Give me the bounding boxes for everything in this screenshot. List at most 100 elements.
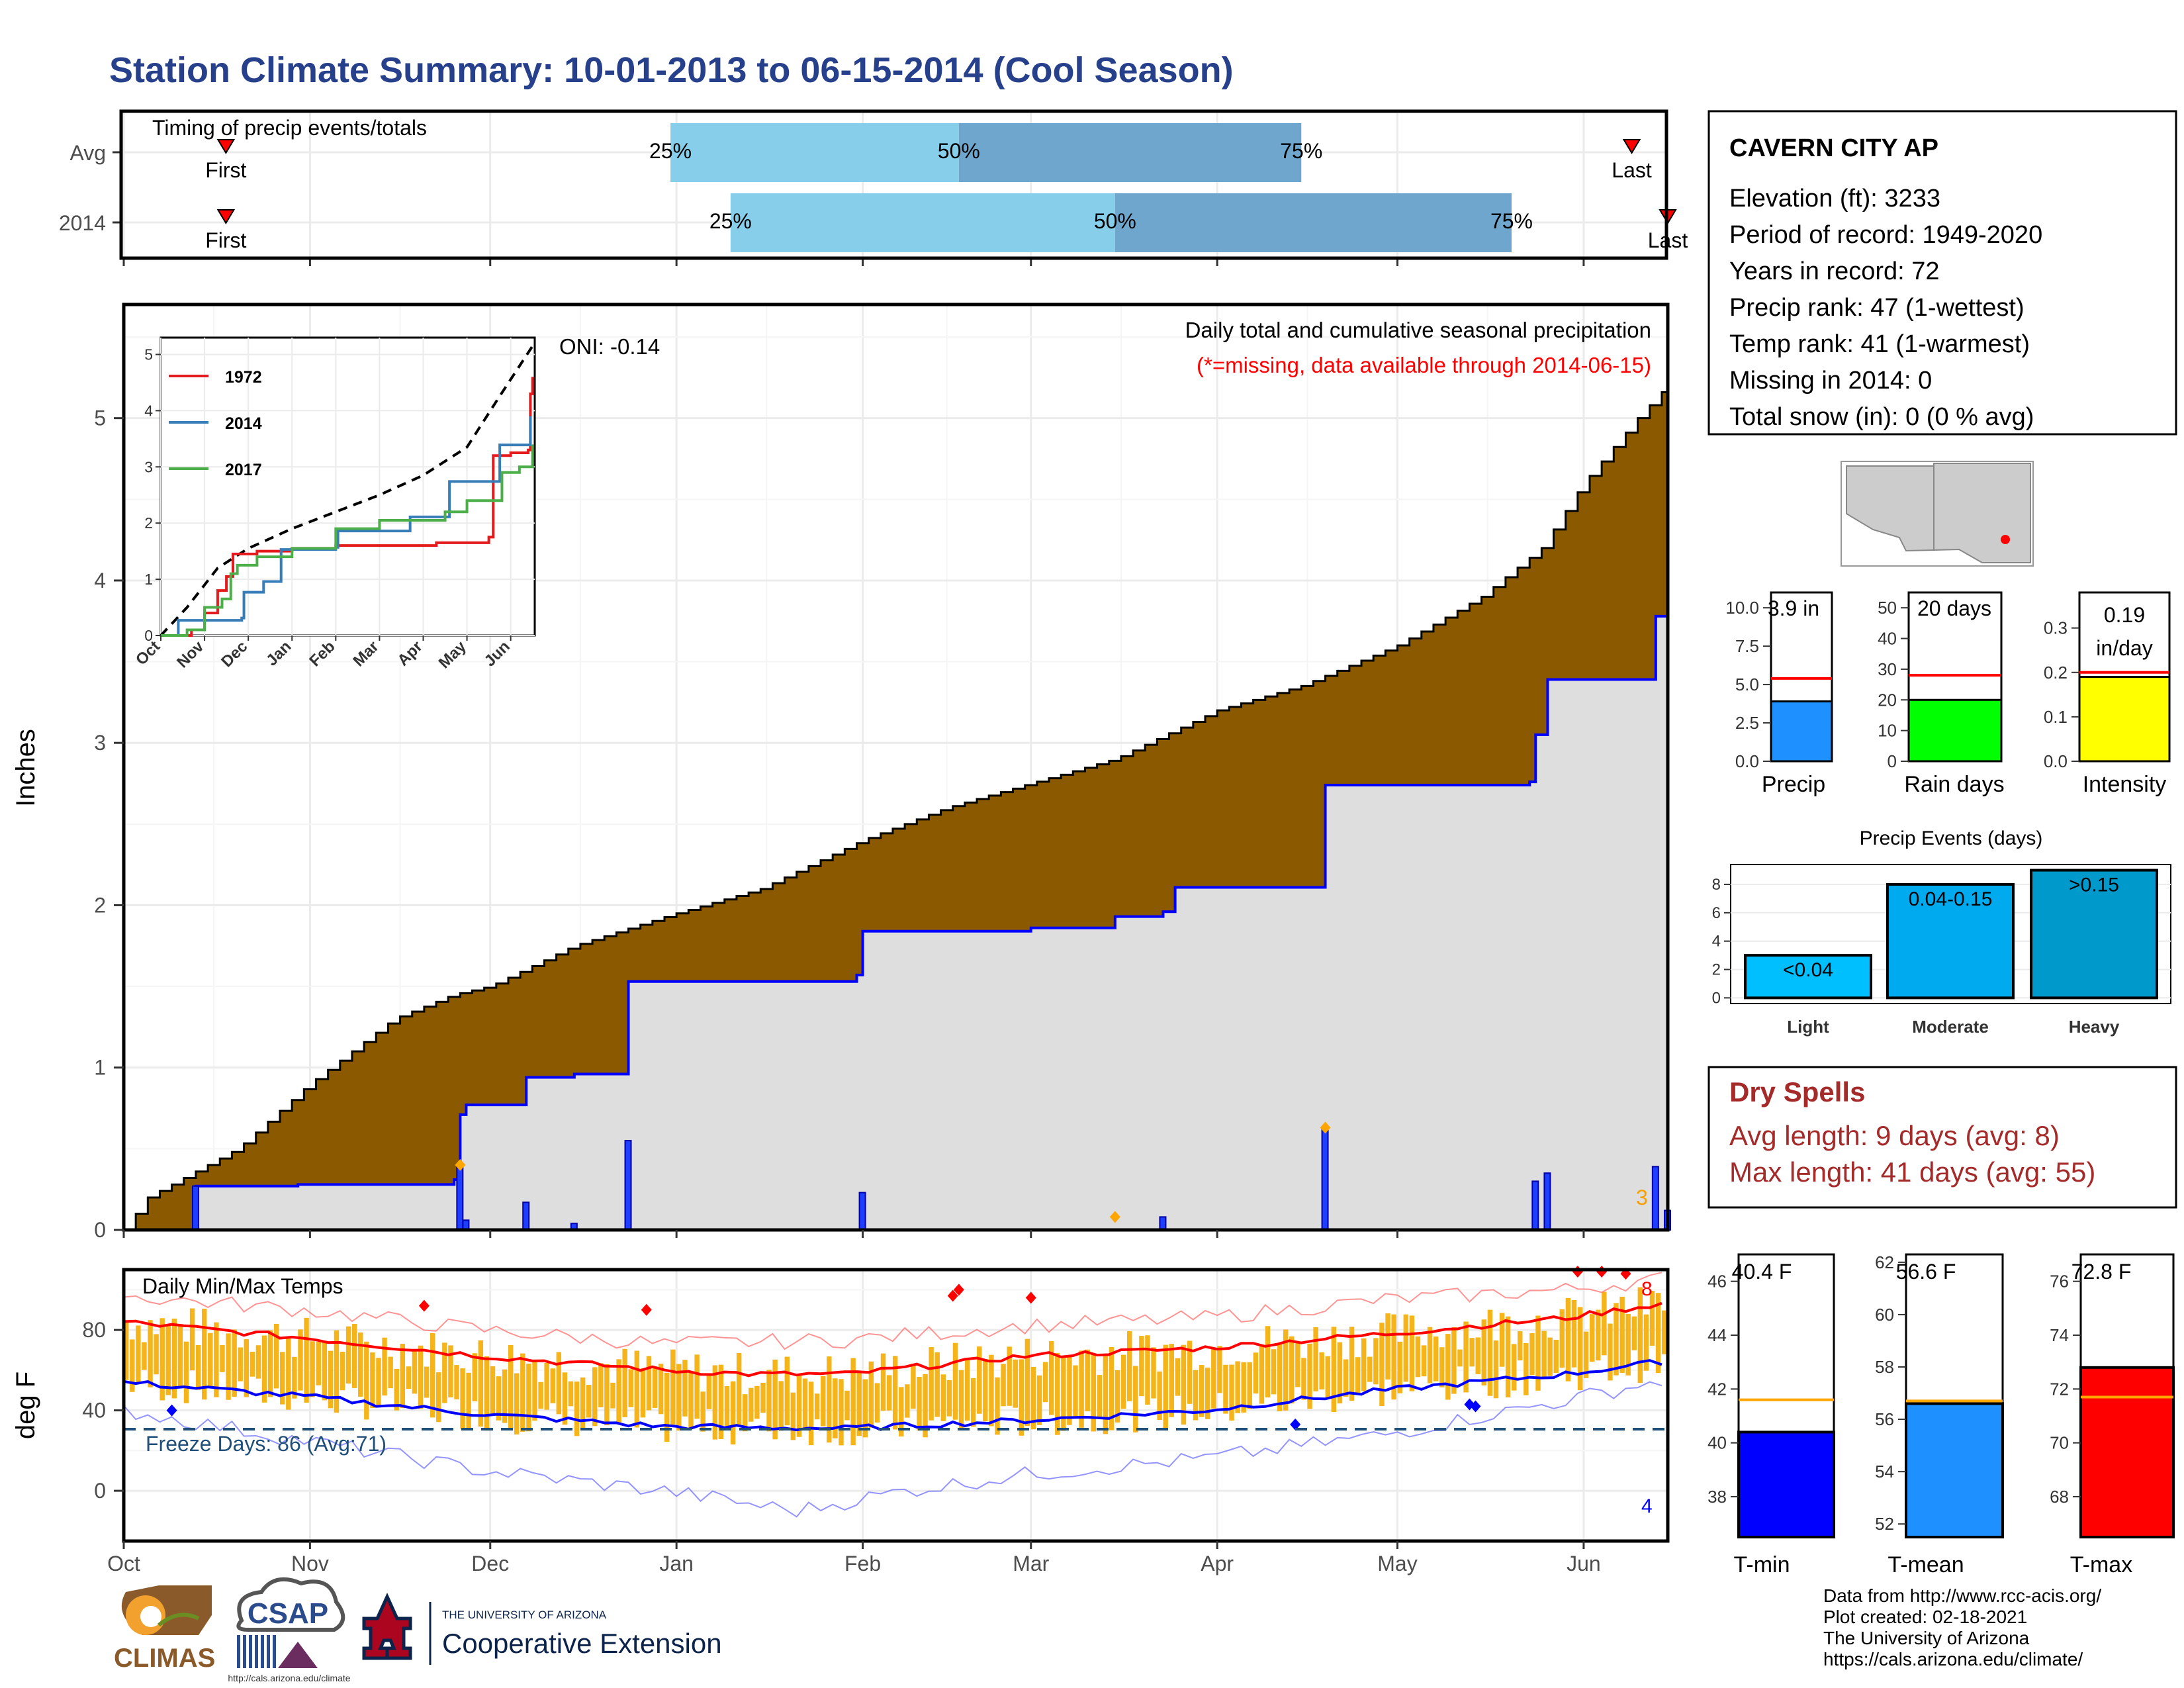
daily-temp-bar (1079, 1350, 1084, 1428)
daily-precip-bar (858, 1192, 866, 1231)
precip-total-value: 3.9 in (1768, 596, 1819, 620)
events-bar-label: 0.04-0.15 (1909, 888, 1993, 910)
daily-temp-bar (772, 1359, 778, 1440)
climas-logo-text: CLIMAS (114, 1644, 215, 1673)
daily-temp-bar (724, 1385, 730, 1427)
daily-temp-bar (616, 1359, 621, 1424)
daily-temp-bar (442, 1342, 447, 1403)
timing-bar-q2 (730, 193, 1115, 252)
daily-temp-bar (1583, 1331, 1589, 1378)
daily-temp-bar (1030, 1367, 1036, 1430)
last-event-marker (1622, 139, 1641, 154)
tmean-value: 56.6 F (1896, 1260, 1956, 1284)
daily-temp-bar (171, 1318, 177, 1399)
daily-temp-bar (670, 1349, 676, 1425)
inset-y-tick-label: 5 (144, 346, 153, 363)
daily-temp-bar (1331, 1327, 1337, 1413)
daily-temp-bar (964, 1359, 970, 1421)
csap-logo: CSAP http://cals.arizona.edu/climate (228, 1577, 351, 1683)
record-max-marker (947, 1289, 958, 1302)
temp-summary-bar (1905, 1402, 2004, 1538)
timing-pct-25: 25% (709, 209, 752, 233)
daily-temp-bar (460, 1368, 465, 1429)
daily-temp-bar (1001, 1364, 1006, 1407)
precip-summary-bar (1907, 698, 2003, 763)
daily-temp-bar (995, 1377, 1000, 1435)
daily-temp-bar (490, 1366, 496, 1415)
daily-temp-bar (658, 1364, 664, 1415)
daily-temp-bar (1211, 1347, 1216, 1409)
daily-temp-bar (1169, 1344, 1174, 1417)
daily-temp-bar (165, 1325, 171, 1395)
temp-summary-tick-label: 42 (1707, 1379, 1727, 1399)
daily-temp-bar (286, 1338, 291, 1410)
daily-temp-bar (310, 1341, 315, 1397)
daily-temp-bar (743, 1394, 748, 1432)
station-name: CAVERN CITY AP (1729, 134, 1938, 162)
daily-precip-bar (1543, 1172, 1551, 1231)
daily-temp-bar (989, 1354, 994, 1427)
daily-temp-bar (946, 1380, 952, 1417)
precip-summary-tick-label: 10 (1878, 721, 1897, 741)
station-temp-rank: Temp rank: 41 (1-warmest) (1729, 330, 2030, 358)
freeze-days: Freeze Days: 86 (Avg:71) (146, 1432, 387, 1456)
events-category: Moderate (1912, 1017, 1989, 1037)
daily-temp-bar (784, 1356, 790, 1426)
daily-temp-bar (1235, 1361, 1240, 1413)
daily-temp-bar (1343, 1359, 1349, 1397)
daily-temp-bar (195, 1345, 201, 1390)
temp-line-avg-min (123, 1359, 1662, 1432)
precip-summary-tick-label: 0 (1888, 751, 1897, 771)
daily-temp-bar (1073, 1365, 1078, 1417)
daily-temp-bar (1036, 1375, 1042, 1425)
rain-days-value: 20 days (1917, 596, 1991, 620)
temp-summary-bar (2079, 1366, 2175, 1539)
daily-temp-bar (1445, 1334, 1451, 1400)
daily-temp-bar (676, 1364, 682, 1431)
timing-pct-50: 50% (1094, 209, 1136, 233)
daily-temp-bar (273, 1323, 279, 1389)
intensity-value: 0.19 (2104, 603, 2145, 627)
daily-temp-bar (899, 1387, 904, 1437)
daily-temp-bar (1097, 1375, 1103, 1417)
daily-temp-bar (1661, 1310, 1667, 1354)
station-snow: Total snow (in): 0 (0 % avg) (1729, 403, 2034, 431)
record-max-marker (418, 1299, 430, 1312)
daily-temp-bar (496, 1376, 502, 1421)
first-event-marker (216, 209, 236, 224)
daily-temp-bar (1337, 1342, 1343, 1404)
precip-y-tick-label: 0 (94, 1218, 106, 1242)
timing-bar-q2 (670, 123, 959, 182)
daily-temp-bar (214, 1322, 219, 1397)
daily-temp-bar (1385, 1313, 1390, 1380)
daily-temp-bar (1145, 1335, 1150, 1405)
precip-y-tick-label: 1 (94, 1056, 106, 1080)
timing-pct-75: 75% (1280, 139, 1322, 163)
daily-temp-bar (1602, 1291, 1607, 1356)
daily-temp-bar (1391, 1314, 1396, 1400)
temp-summary-tick-label: 46 (1707, 1272, 1727, 1291)
events-category: Heavy (2069, 1017, 2120, 1037)
record-max-marker (953, 1284, 964, 1296)
daily-temp-bar (250, 1352, 255, 1377)
dry-spell-max: Max length: 41 days (avg: 55) (1729, 1156, 2095, 1188)
precip-summary-bar (2078, 676, 2171, 763)
daily-temp-bar (1061, 1356, 1066, 1431)
temp-line-record-min (123, 1381, 1662, 1518)
daily-temp-bar (886, 1375, 892, 1411)
precip-summary-tick-label: 2.5 (1735, 713, 1759, 733)
daily-temp-bar (255, 1345, 261, 1379)
dry-spells-title: Dry Spells (1729, 1076, 1865, 1107)
temp-y-tick-label: 40 (82, 1399, 106, 1423)
daily-temp-bar (1529, 1333, 1535, 1376)
daily-temp-bar (634, 1350, 640, 1428)
daily-temp-bar (1301, 1358, 1306, 1400)
daily-temp-bar (1631, 1316, 1637, 1350)
daily-temp-bar (244, 1339, 250, 1397)
precip-summary-tick-label: 7.5 (1735, 636, 1759, 656)
month-label: Apr (1201, 1552, 1234, 1575)
daily-temp-bar (682, 1360, 688, 1417)
daily-temp-bar (1085, 1349, 1090, 1411)
events-bar (1886, 883, 2015, 1000)
